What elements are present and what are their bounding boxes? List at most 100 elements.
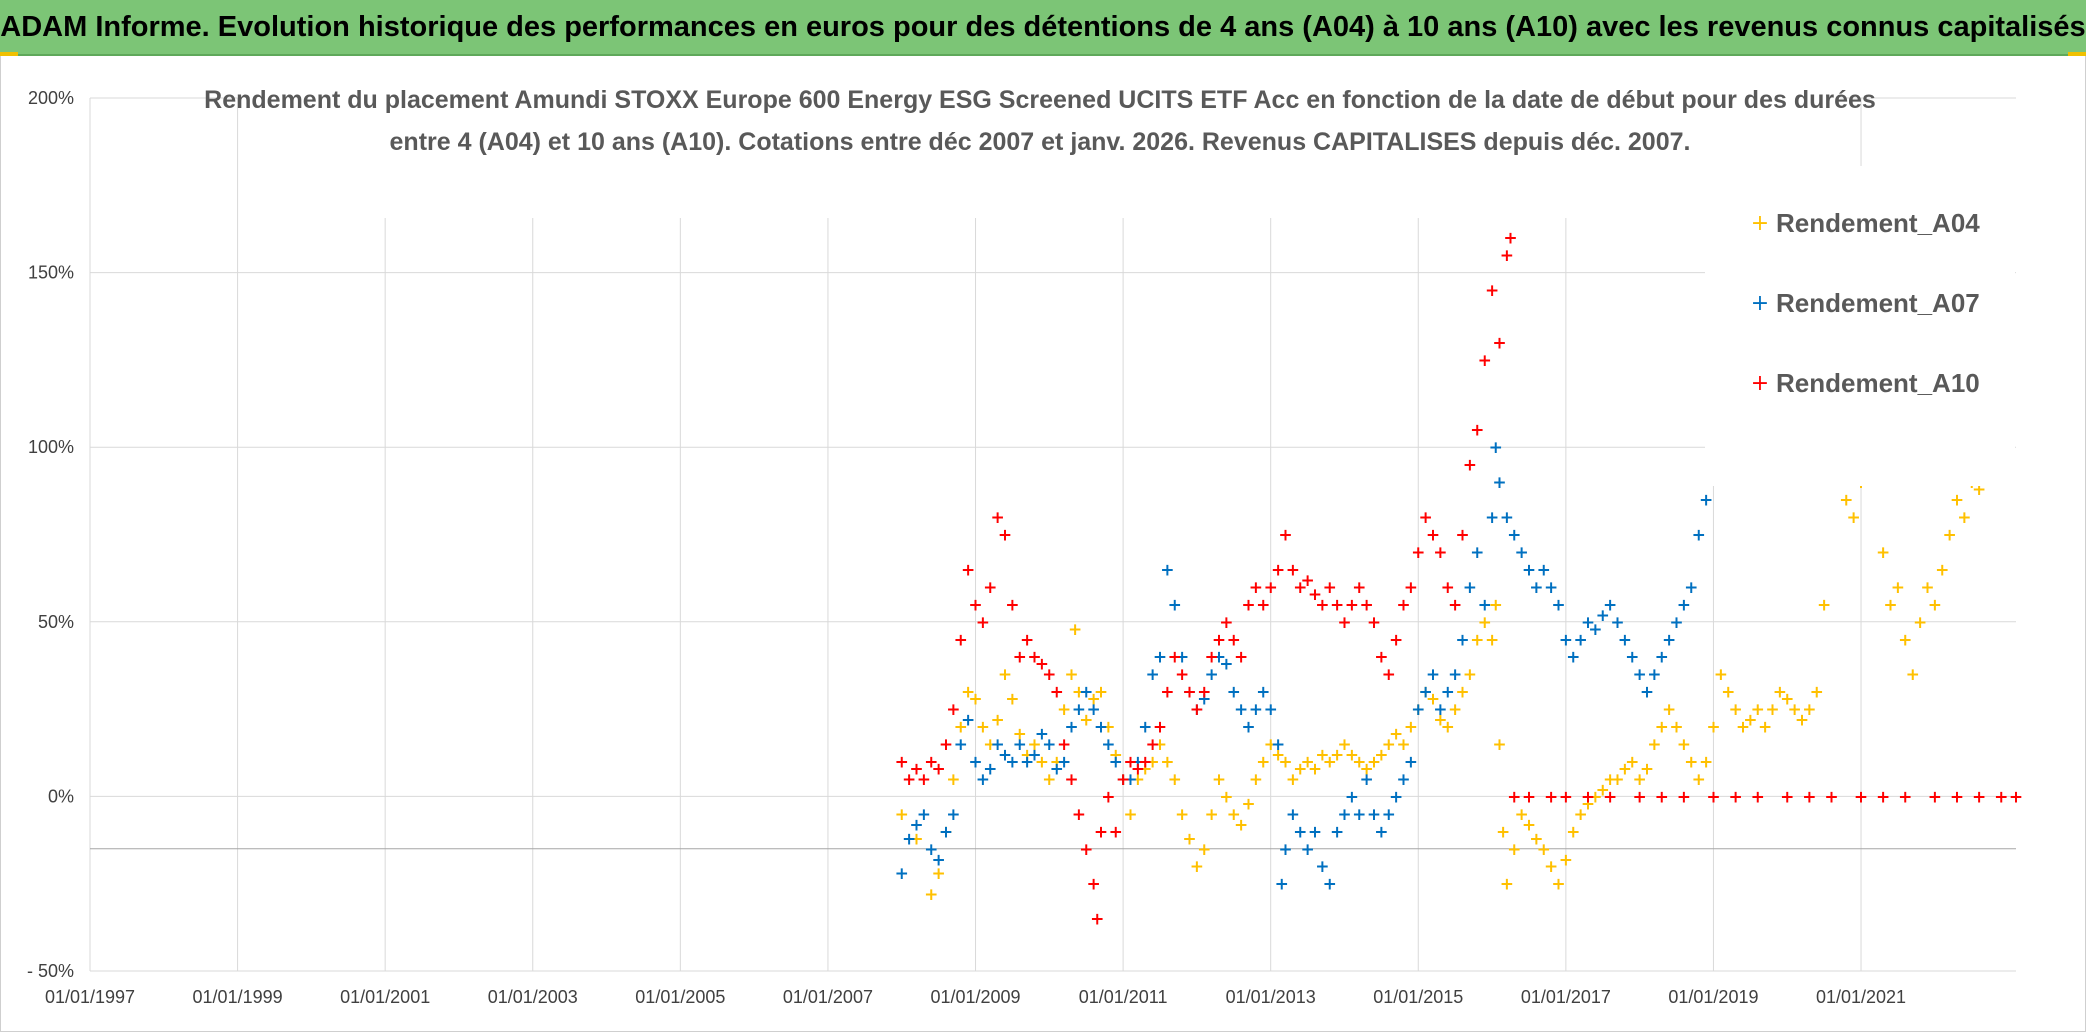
data-point: + — [1522, 815, 1536, 835]
data-point: + — [1219, 787, 1233, 807]
data-point: + — [909, 759, 923, 779]
data-point: + — [1669, 718, 1683, 738]
data-point: + — [1027, 648, 1041, 668]
data-point: + — [1138, 759, 1152, 779]
data-point: + — [1492, 473, 1506, 493]
data-point: + — [1544, 857, 1558, 877]
data-point: + — [1441, 718, 1455, 738]
data-point: + — [1027, 735, 1041, 755]
data-point: + — [1057, 700, 1071, 720]
data-point: + — [1669, 613, 1683, 633]
data-point: + — [991, 508, 1005, 528]
data-point: + — [1610, 613, 1624, 633]
data-point: + — [1529, 829, 1543, 849]
data-point: + — [895, 864, 909, 884]
data-point: + — [1507, 526, 1521, 546]
data-point: + — [1308, 822, 1322, 842]
data-point: + — [1559, 850, 1573, 870]
data-point: + — [1728, 787, 1742, 807]
data-point: + — [1323, 752, 1337, 772]
data-point: + — [1345, 787, 1359, 807]
data-point: + — [1478, 595, 1492, 615]
data-point: + — [1131, 752, 1145, 772]
data-point: + — [1182, 683, 1196, 703]
data-point: + — [991, 711, 1005, 731]
data-point: + — [1773, 683, 1787, 703]
data-point: + — [1116, 770, 1130, 790]
y-tick-label: 200% — [28, 88, 74, 108]
data-point: + — [1618, 630, 1632, 650]
data-point: + — [1109, 822, 1123, 842]
data-point: + — [1596, 606, 1610, 626]
data-point: + — [1728, 700, 1742, 720]
data-point: + — [1131, 770, 1145, 790]
data-point: + — [1891, 578, 1905, 598]
data-point: + — [1175, 665, 1189, 685]
data-point: + — [1603, 787, 1617, 807]
data-point: + — [902, 829, 916, 849]
data-point: + — [1411, 700, 1425, 720]
data-point: + — [1559, 630, 1573, 650]
data-point: + — [1633, 787, 1647, 807]
data-point: + — [1013, 648, 1027, 668]
data-point: + — [1160, 560, 1174, 580]
data-point: + — [1389, 787, 1403, 807]
data-point: + — [1411, 543, 1425, 563]
x-tick-label: 01/01/2003 — [488, 987, 578, 1007]
data-point: + — [1802, 700, 1816, 720]
data-point: + — [1345, 595, 1359, 615]
data-point: + — [1544, 578, 1558, 598]
data-point: + — [1404, 578, 1418, 598]
data-point: + — [1544, 787, 1558, 807]
data-point: + — [1359, 759, 1373, 779]
data-point: + — [1072, 805, 1086, 825]
data-point: + — [1249, 770, 1263, 790]
data-point: + — [1315, 745, 1329, 765]
data-point: + — [1692, 770, 1706, 790]
data-point: + — [1382, 805, 1396, 825]
data-point: + — [1079, 683, 1093, 703]
data-point: + — [1101, 787, 1115, 807]
data-point: + — [1426, 690, 1440, 710]
data-point: + — [1359, 595, 1373, 615]
data-point: + — [1212, 630, 1226, 650]
data-point: + — [1448, 700, 1462, 720]
legend: + Rendement_A04 + Rendement_A07 + Rendem… — [1705, 166, 2015, 486]
data-point: + — [1500, 875, 1514, 895]
data-point: + — [1079, 840, 1093, 860]
data-point: + — [1876, 787, 1890, 807]
data-point: + — [939, 735, 953, 755]
data-point: + — [1234, 700, 1248, 720]
data-point: + — [1765, 700, 1779, 720]
data-point: + — [917, 805, 931, 825]
data-point: + — [1876, 543, 1890, 563]
data-point: + — [1441, 683, 1455, 703]
data-point: + — [1094, 683, 1108, 703]
data-point: + — [1684, 752, 1698, 772]
data-point: + — [1581, 613, 1595, 633]
data-point: + — [895, 752, 909, 772]
gridlines — [89, 97, 2016, 972]
data-point: + — [968, 690, 982, 710]
data-point: + — [1109, 752, 1123, 772]
data-point: + — [1551, 595, 1565, 615]
data-point: + — [1337, 613, 1351, 633]
data-point: + — [1352, 752, 1366, 772]
data-point: + — [1168, 770, 1182, 790]
data-point: + — [1145, 752, 1159, 772]
data-point: + — [1249, 578, 1263, 598]
data-point: + — [1020, 752, 1034, 772]
data-point: + — [1551, 875, 1565, 895]
data-point: + — [1898, 630, 1912, 650]
data-point: + — [1640, 683, 1654, 703]
data-point: + — [983, 735, 997, 755]
data-point: + — [1610, 770, 1624, 790]
data-point: + — [2009, 787, 2023, 807]
data-point: + — [1470, 630, 1484, 650]
data-point: + — [1227, 683, 1241, 703]
data-point: + — [983, 578, 997, 598]
data-point: + — [924, 752, 938, 772]
data-point: + — [1197, 683, 1211, 703]
data-point: + — [1330, 745, 1344, 765]
data-point: + — [1278, 526, 1292, 546]
